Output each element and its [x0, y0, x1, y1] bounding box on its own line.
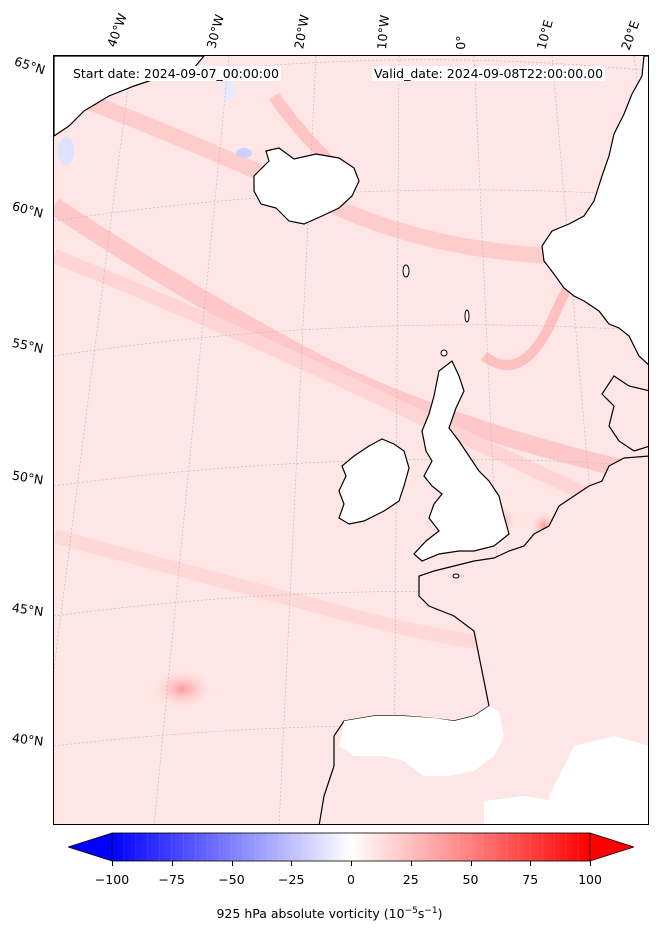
coastline-great-britain	[413, 360, 510, 562]
land-north-africa	[484, 796, 554, 824]
colorbar-tick-mark	[231, 861, 233, 866]
colorbar-steps	[123, 833, 579, 861]
colorbar-tick-label: −75	[158, 872, 185, 887]
vorticity-band	[54, 249, 648, 531]
colorbar-tick-mark	[590, 861, 591, 866]
colorbar-tick-mark	[112, 861, 113, 866]
colorbar-tick-mark	[171, 861, 173, 866]
lon-label-20e: 20°E	[617, 18, 643, 53]
valid-date-label: Valid_date: 2024-09-08T22:00:00.00	[372, 66, 606, 81]
colorbar-tick-mark	[530, 861, 532, 866]
colorbar-tick-label: 100	[578, 872, 602, 887]
lon-label-10w: 10°W	[374, 14, 393, 51]
negative-vorticity-patch	[223, 81, 235, 101]
colorbar-tick-mark	[410, 861, 412, 866]
colorbar-tick-label: 50	[462, 872, 479, 887]
land-mediterranean	[549, 736, 648, 824]
vorticity-map	[53, 55, 649, 825]
coastline-ireland	[338, 438, 410, 525]
coastline-faroe	[402, 264, 410, 278]
coastline-sweden-denmark	[601, 375, 648, 452]
coastline-orkney	[440, 349, 448, 357]
colorbar-extend-min	[68, 832, 113, 862]
colorbar-tick-label: −50	[218, 872, 245, 887]
lon-label-30w: 30°W	[203, 12, 227, 50]
coastline-shetland	[464, 309, 470, 323]
colorbar-extend-max	[589, 832, 634, 862]
colorbar-tick-mark	[291, 861, 293, 866]
colorbar-tick-label: −25	[278, 872, 305, 887]
coastline-norway	[541, 56, 648, 365]
colorbar-tick-mark	[351, 861, 352, 866]
coastline-channel-island	[452, 573, 460, 579]
colorbar-tick-label: 0	[347, 872, 355, 887]
lon-label-10e: 10°E	[533, 18, 556, 52]
colorbar	[68, 832, 634, 862]
map-field-svg	[54, 56, 648, 824]
negative-vorticity-patch	[58, 137, 74, 165]
colorbar-tick-label: 25	[402, 872, 419, 887]
colorbar-tick-mark	[470, 861, 472, 866]
lon-label-40w: 40°W	[103, 11, 130, 49]
lon-label-0: 0°	[453, 35, 469, 50]
start-date-label: Start date: 2024-09-07_00:00:00	[71, 66, 281, 81]
lon-label-20w: 20°W	[291, 13, 312, 50]
negative-vorticity-patch	[236, 148, 252, 158]
lat-label-55n: 55°N	[10, 334, 45, 357]
land-iberia	[339, 706, 504, 776]
lat-label-65n: 65°N	[12, 53, 48, 78]
lat-label-40n: 40°N	[11, 730, 45, 749]
colorbar-tick-label: −100	[94, 872, 130, 887]
vorticity-maximum	[152, 669, 212, 709]
coastline-iceland	[253, 147, 360, 225]
lat-label-45n: 45°N	[11, 599, 45, 620]
colorbar-title: 925 hPa absolute vorticity (10−5s−1)	[216, 906, 443, 922]
lat-label-60n: 60°N	[10, 198, 45, 221]
lat-label-50n: 50°N	[10, 467, 45, 488]
colorbar-tick-label: 75	[522, 872, 539, 887]
